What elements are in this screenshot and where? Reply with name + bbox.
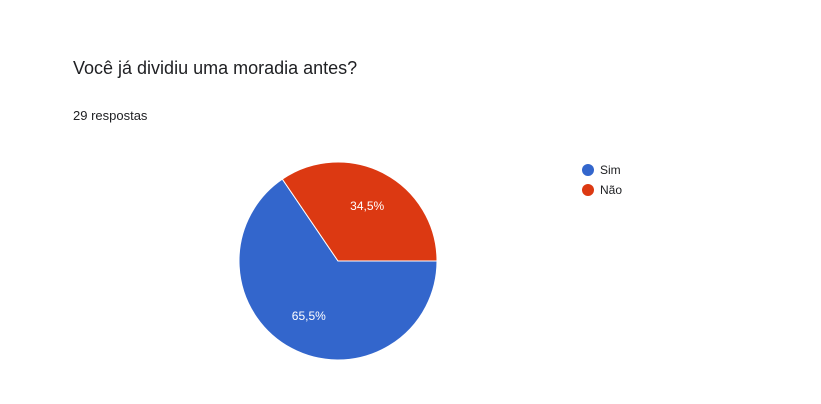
legend-swatch [582,164,594,176]
legend-swatch [582,184,594,196]
question-title: Você já dividiu uma moradia antes? [73,58,358,78]
pie-slice-labels: 65,5% 34,5% [292,199,385,323]
legend-item: Não [582,180,622,200]
pie-slice-nao[interactable] [281,161,438,262]
legend-label: Não [600,183,623,197]
legend-item: Sim [582,160,622,180]
response-count: 29 respostas [73,108,148,123]
pie-slices [238,161,438,361]
pie-slice-sim[interactable] [238,178,438,361]
legend-label: Sim [600,163,621,177]
chart-legend: Sim Não [582,160,622,200]
pie-slice-label: 34,5% [350,199,384,213]
pie-slice-label: 65,5% [292,309,326,323]
